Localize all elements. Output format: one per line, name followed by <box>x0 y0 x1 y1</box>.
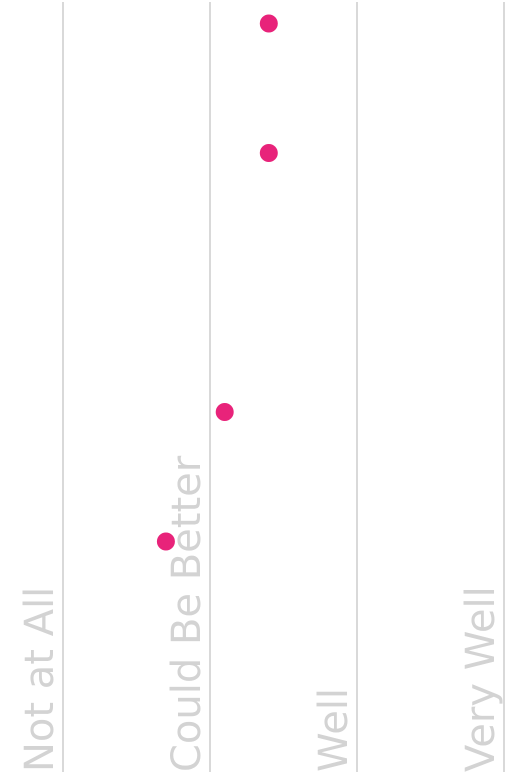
data-point-2 <box>259 144 278 162</box>
data-point-layer <box>156 14 278 551</box>
tick-label-layer: Not at All Could Be Better Well Very Well <box>17 455 504 772</box>
data-point-4 <box>156 532 175 551</box>
tick-label-very-well: Very Well <box>458 586 504 772</box>
tick-label-could-be-better: Could Be Better <box>164 455 210 772</box>
tick-label-not-at-all: Not at All <box>17 587 63 772</box>
data-point-3 <box>215 403 234 421</box>
grid-layer <box>62 2 505 772</box>
data-point-1 <box>259 14 278 33</box>
tick-label-well: Well <box>311 688 357 772</box>
